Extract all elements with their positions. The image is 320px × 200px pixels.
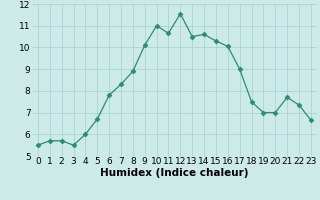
- X-axis label: Humidex (Indice chaleur): Humidex (Indice chaleur): [100, 168, 249, 178]
